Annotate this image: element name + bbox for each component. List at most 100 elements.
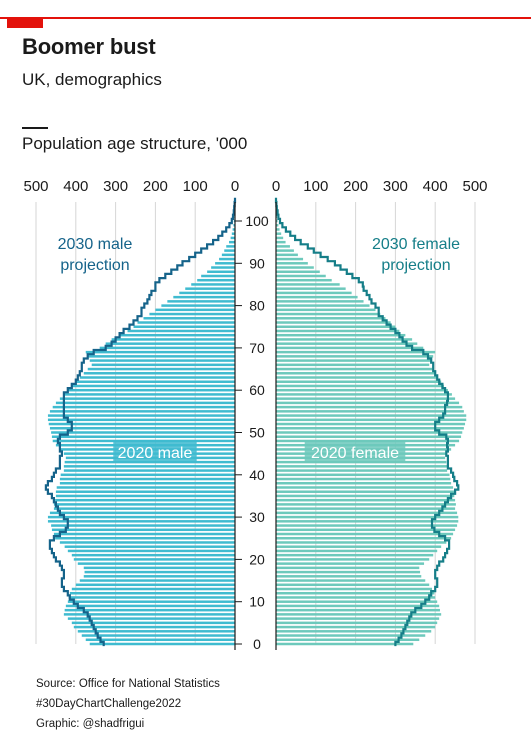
female-bar-age-70 [276,347,423,350]
female-bar-age-21 [276,554,433,557]
female-bar-age-71 [276,342,417,345]
male-bar-age-16 [84,575,235,578]
female-bar-age-23 [276,545,441,548]
female-bar-age-19 [276,562,424,565]
male-bar-age-79 [155,309,235,312]
y-tick-30: 30 [249,509,265,525]
female-bar-age-69 [276,351,435,354]
male-bar-age-96 [231,237,235,240]
female-bar-age-81 [276,300,364,303]
male-bar-age-57 [56,402,235,405]
male-bar-age-32 [54,507,235,510]
female-bar-age-57 [276,402,459,405]
female-bar-age-17 [276,571,420,574]
x-tick-male-300: 300 [103,178,128,195]
male-bar-age-70 [100,347,235,350]
female-bar-age-95 [276,241,286,244]
x-tick-female-300: 300 [383,178,408,195]
female-bar-age-30 [276,516,458,519]
male-bar-age-56 [53,406,235,409]
male-bar-age-65 [88,368,235,371]
female-bar-age-25 [276,537,451,540]
female-bar-age-93 [276,249,294,252]
female-bar-age-40 [276,474,450,477]
female-bar-age-62 [276,380,441,383]
female-bar-age-88 [276,271,320,274]
x-tick-male-200: 200 [143,178,168,195]
female-bar-age-4 [276,626,435,629]
male-bar-age-61 [72,385,235,388]
female-bar-age-20 [276,558,429,561]
female-bar-age-55 [276,410,464,413]
male-bar-age-68 [88,355,235,358]
male-bar-age-95 [229,241,235,244]
male-bar-age-84 [185,287,235,290]
female-bar-age-16 [276,575,421,578]
male-bar-age-36 [56,490,235,493]
female-bar-age-61 [276,385,444,388]
female-bar-age-73 [276,334,405,337]
male-bar-age-82 [173,296,235,299]
male-bar-age-41 [64,469,235,472]
credit-note: Graphic: @shadfrigui [36,714,220,734]
male-bar-age-15 [80,579,235,582]
male-bar-age-90 [215,262,235,265]
female-bar-age-32 [276,507,455,510]
male-bar-age-26 [54,533,235,536]
female-bar-age-56 [276,406,462,409]
male-bar-age-23 [65,545,235,548]
male-bar-age-11 [69,596,235,599]
male-bar-age-63 [80,376,235,379]
x-tick-male-400: 400 [63,178,88,195]
male-bar-age-59 [64,393,235,396]
female-bar-age-7 [276,613,441,616]
y-tick-80: 80 [249,298,265,314]
male-bar-age-67 [90,359,235,362]
male-bar-age-38 [60,482,235,485]
male-bar-age-35 [56,495,235,498]
female-bar-age-92 [276,254,298,257]
x-tick-female-400: 400 [423,178,448,195]
male-bar-age-64 [84,372,235,375]
x-tick-female-500: 500 [462,178,487,195]
female-bar-age-31 [276,512,457,515]
x-tick-male-100: 100 [183,178,208,195]
male-bar-age-14 [76,584,235,587]
male-bar-age-21 [72,554,235,557]
label-female-2020: 2020 female [311,445,399,462]
male-bar-age-88 [207,271,235,274]
female-bar-age-59 [276,393,452,396]
female-bar-age-87 [276,275,326,278]
male-bar-age-9 [66,605,235,608]
hashtag-note: #30DayChartChallenge2022 [36,694,220,714]
source-note: Source: Office for National Statistics [36,674,220,694]
male-bar-age-87 [201,275,235,278]
male-bar-age-50 [51,431,235,434]
female-bar-age-38 [276,482,451,485]
male-bar-age-58 [60,397,235,400]
male-bar-age-24 [60,541,235,544]
male-bar-age-10 [68,600,235,603]
male-bar-age-31 [50,512,235,515]
female-bar-age-75 [276,326,395,329]
male-bar-age-0 [90,643,235,646]
female-bar-age-39 [276,478,450,481]
male-bar-age-54 [48,414,235,417]
male-bar-age-51 [50,427,235,430]
male-bar-age-93 [224,249,235,252]
female-bar-age-54 [276,414,466,417]
male-bar-age-20 [74,558,235,561]
female-bar-age-42 [276,465,447,468]
x-tick-female-100: 100 [303,178,328,195]
female-bar-age-36 [276,490,454,493]
y-tick-50: 50 [249,425,265,441]
male-bar-age-69 [86,351,235,354]
female-bar-age-11 [276,596,435,599]
female-bar-age-37 [276,486,453,489]
male-bar-age-91 [219,258,235,261]
y-tick-10: 10 [249,594,265,610]
male-bar-age-13 [72,588,235,591]
male-bar-age-94 [226,245,235,248]
female-bar-age-10 [276,600,437,603]
